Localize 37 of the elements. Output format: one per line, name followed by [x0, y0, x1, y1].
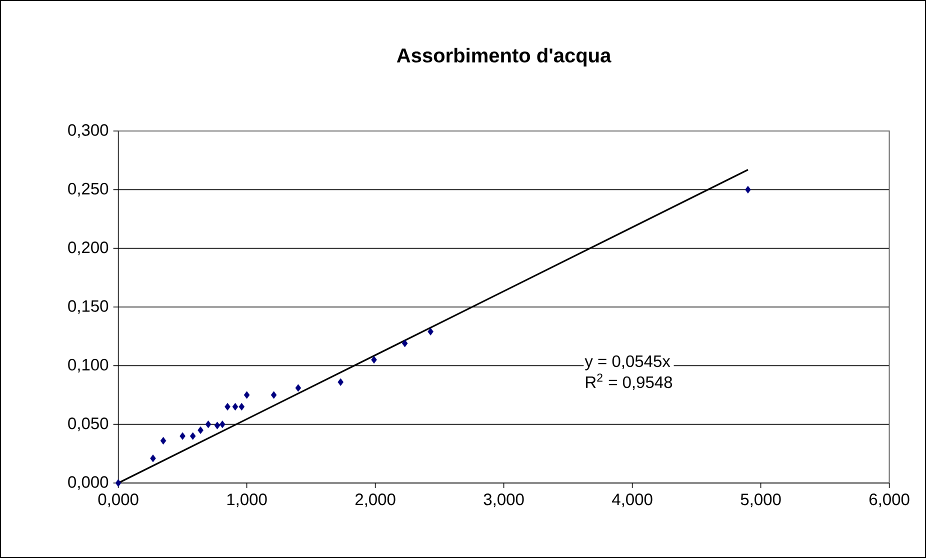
- y-tick-label: 0,200: [68, 242, 108, 256]
- chart-title: Assorbimento d'acqua: [396, 48, 612, 66]
- x-tick-label: 1,000: [227, 494, 267, 508]
- point: [190, 432, 196, 440]
- point: [745, 186, 751, 194]
- point: [224, 402, 230, 411]
- point: [428, 328, 434, 336]
- y-tick-label: 0,000: [68, 476, 108, 490]
- point: [371, 356, 377, 364]
- y-tick-label: 0,250: [68, 182, 108, 196]
- x-tick-label: 5,000: [740, 494, 781, 508]
- point: [270, 391, 277, 399]
- point: [219, 420, 226, 428]
- point: [238, 402, 245, 411]
- annotation: y = 0,0545x: [584, 355, 670, 370]
- point: [244, 391, 250, 399]
- x-tick-label: 2,000: [355, 494, 396, 508]
- annotation: R$^{2}$ = 0,9548: [586, 374, 672, 390]
- point: [295, 384, 302, 392]
- x-tick-label: 3,000: [484, 494, 524, 508]
- point: [198, 426, 204, 434]
- point: [214, 422, 220, 430]
- x-tick-label: 4,000: [612, 494, 652, 508]
- y-tick-label: 0,050: [68, 418, 108, 432]
- point: [150, 454, 156, 462]
- x-tick-label: 6,000: [869, 494, 910, 508]
- y-tick-label: 0,150: [68, 300, 108, 314]
- x-tick-label: 0,000: [98, 494, 138, 508]
- point: [180, 432, 186, 440]
- y-tick-label: 0,300: [68, 124, 108, 138]
- point: [338, 378, 344, 386]
- point: [115, 479, 122, 487]
- point: [205, 420, 212, 428]
- point: [232, 402, 238, 411]
- point: [402, 340, 408, 348]
- point: [160, 436, 166, 445]
- y-tick-label: 0,100: [68, 358, 108, 372]
